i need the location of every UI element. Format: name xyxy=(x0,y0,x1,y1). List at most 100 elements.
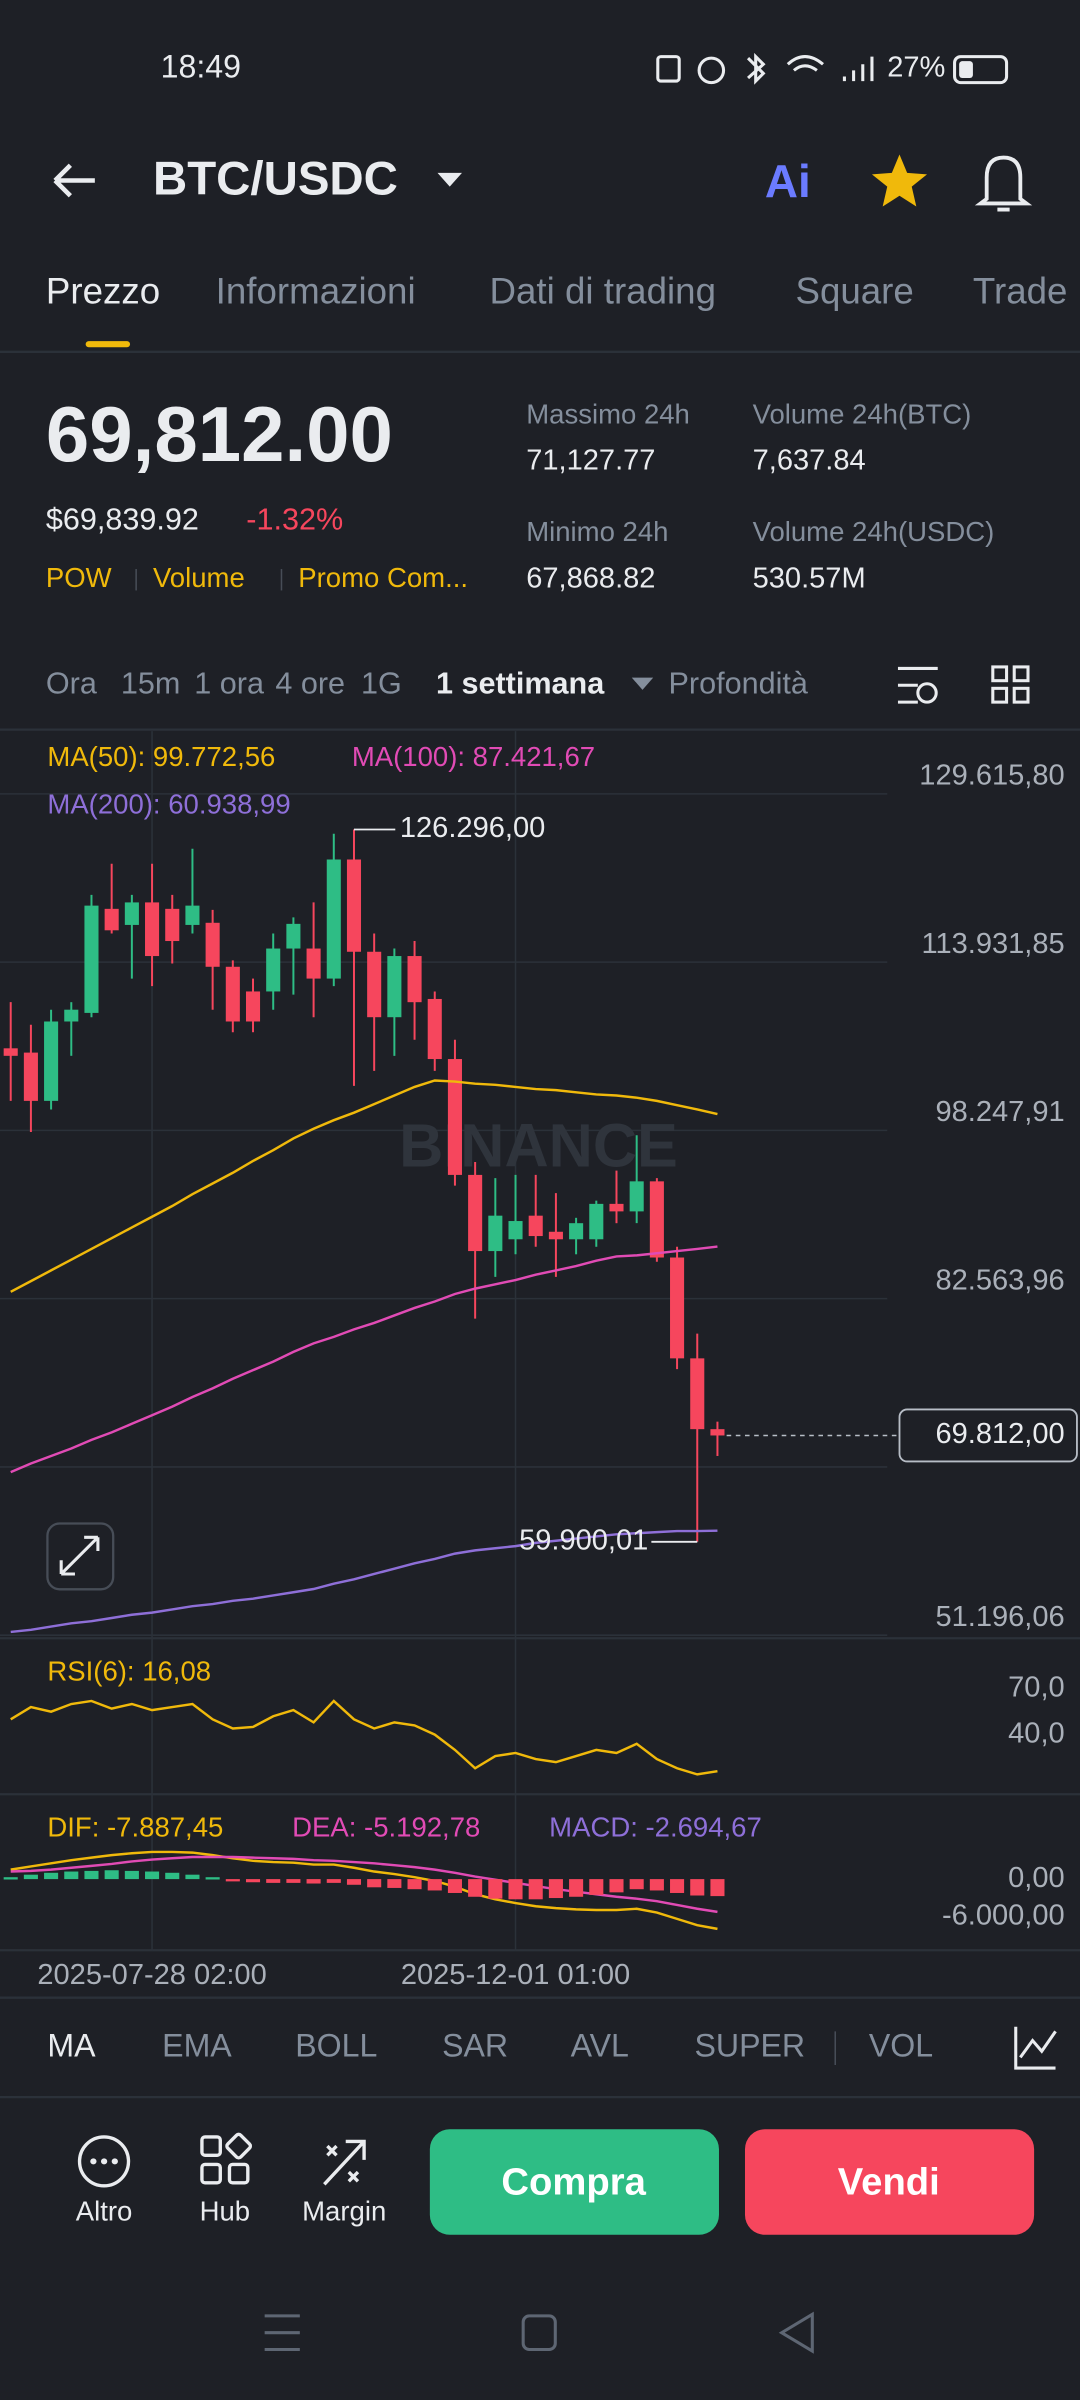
ai-button[interactable]: Ai xyxy=(765,155,811,207)
histogram-bar xyxy=(306,1879,321,1884)
series-line xyxy=(10,1699,718,1776)
nav-menu[interactable] xyxy=(264,2314,300,2352)
histogram-bar xyxy=(670,1879,685,1893)
interval[interactable]: Ora xyxy=(46,666,97,700)
nav-home[interactable] xyxy=(521,2314,557,2352)
candle-body xyxy=(84,905,99,1013)
candle-body xyxy=(286,923,301,949)
low-label: 59.900,01 xyxy=(519,1524,648,1556)
tab[interactable]: Trade xyxy=(973,270,1068,311)
tab[interactable]: Square xyxy=(795,270,913,311)
candle-body xyxy=(145,902,160,957)
histogram-bar xyxy=(245,1879,261,1883)
histogram-bar xyxy=(124,1870,139,1880)
candle-body xyxy=(649,1181,664,1258)
histogram-bar xyxy=(64,1871,79,1880)
legend-entry: MA(200): 60.938,99 xyxy=(47,788,290,819)
tag[interactable]: POW xyxy=(46,562,112,593)
histogram-bar xyxy=(185,1874,200,1880)
legend-entry: RSI(6): 16,08 xyxy=(47,1656,211,1687)
interval-dropdown[interactable] xyxy=(631,677,654,690)
alert-bell[interactable] xyxy=(974,155,1033,212)
histogram-bar xyxy=(145,1871,160,1880)
histogram-bar xyxy=(84,1870,99,1880)
candle-body xyxy=(508,1221,523,1240)
indicator[interactable]: VOL xyxy=(869,2028,933,2064)
tab[interactable]: Informazioni xyxy=(216,270,416,311)
indicator[interactable]: MA xyxy=(47,2028,96,2064)
stat-value: 71,127.77 xyxy=(526,445,655,477)
stat-value: 7,637.84 xyxy=(753,445,866,477)
histogram-bar xyxy=(629,1879,644,1890)
tag[interactable]: Volume xyxy=(153,562,245,593)
histogram-bar xyxy=(690,1879,705,1896)
stat-label: Minimo 24h xyxy=(526,516,668,547)
interval[interactable]: 1G xyxy=(361,666,402,700)
buy-button[interactable] xyxy=(429,2129,719,2235)
indicator[interactable]: AVL xyxy=(571,2028,629,2064)
tab[interactable]: Dati di trading xyxy=(490,270,716,311)
interval[interactable]: 15m xyxy=(121,666,180,700)
candle-body xyxy=(44,1021,59,1101)
candle-body xyxy=(266,948,281,992)
candle-body xyxy=(609,1203,624,1212)
chart-settings[interactable] xyxy=(897,666,938,704)
action-label[interactable]: Hub xyxy=(200,2196,250,2227)
histogram-bar xyxy=(104,1870,119,1880)
histogram-bar xyxy=(326,1879,341,1883)
tab[interactable]: Prezzo xyxy=(46,270,160,311)
tag[interactable]: Promo Com... xyxy=(298,562,468,593)
pair-title[interactable]: BTC/USDC xyxy=(153,153,398,206)
indicator[interactable]: BOLL xyxy=(295,2028,377,2064)
candle-body xyxy=(528,1215,543,1237)
y-tick-label: 70,0 xyxy=(1008,1671,1065,1703)
sell-button[interactable] xyxy=(744,2129,1035,2235)
histogram-bar xyxy=(225,1879,240,1882)
candle-body xyxy=(569,1223,584,1240)
candle-body xyxy=(205,922,220,967)
candle-body xyxy=(407,956,422,1003)
indicator[interactable]: SAR xyxy=(442,2028,508,2064)
action-label[interactable]: Altro xyxy=(76,2196,133,2227)
action-label[interactable]: Margin xyxy=(302,2196,386,2227)
candle-body xyxy=(346,859,362,952)
pair-dropdown[interactable] xyxy=(437,172,462,187)
battery-percent: 27% xyxy=(887,52,945,84)
candle-body xyxy=(23,1052,38,1101)
sell-label[interactable]: Vendi xyxy=(838,2160,940,2203)
hub-icon[interactable] xyxy=(200,2132,253,2185)
price-usd: $69,839.92 xyxy=(46,503,199,537)
nav-back[interactable] xyxy=(778,2311,814,2354)
x-tick-label: 2025-07-28 02:00 xyxy=(37,1959,266,1991)
interval-selected[interactable]: 1 settimana xyxy=(436,666,605,700)
histogram-bar xyxy=(286,1879,301,1883)
candle-body xyxy=(690,1358,705,1430)
histogram-bar xyxy=(205,1877,220,1880)
indicator[interactable]: SUPER xyxy=(695,2028,806,2064)
candle-body xyxy=(670,1257,685,1359)
layout-button[interactable] xyxy=(991,665,1030,704)
favorite-star[interactable] xyxy=(871,154,928,207)
histogram-bar xyxy=(589,1879,604,1895)
candle-body xyxy=(225,966,240,1022)
candle-body xyxy=(387,956,402,1018)
histogram-bar xyxy=(23,1874,38,1880)
expand-icon xyxy=(59,1535,100,1576)
altro-icon[interactable] xyxy=(77,2135,131,2188)
indicator-settings[interactable] xyxy=(1014,2026,1057,2070)
interval[interactable]: 1 ora xyxy=(194,666,264,700)
interval[interactable]: Profondità xyxy=(668,666,807,700)
margin-icon[interactable] xyxy=(323,2139,366,2186)
buy-label[interactable]: Compra xyxy=(501,2160,646,2203)
histogram-bar xyxy=(508,1879,523,1900)
x-tick-label: 2025-12-01 01:00 xyxy=(401,1959,630,1991)
candle-body xyxy=(124,902,139,925)
histogram-bar xyxy=(649,1879,664,1891)
histogram-bar xyxy=(468,1879,483,1897)
last-price: 69,812.00 xyxy=(46,390,393,478)
back-button[interactable] xyxy=(53,163,95,198)
y-tick-label: 113.931,85 xyxy=(921,928,1064,960)
interval[interactable]: 4 ore xyxy=(275,666,345,700)
indicator[interactable]: EMA xyxy=(162,2028,232,2064)
